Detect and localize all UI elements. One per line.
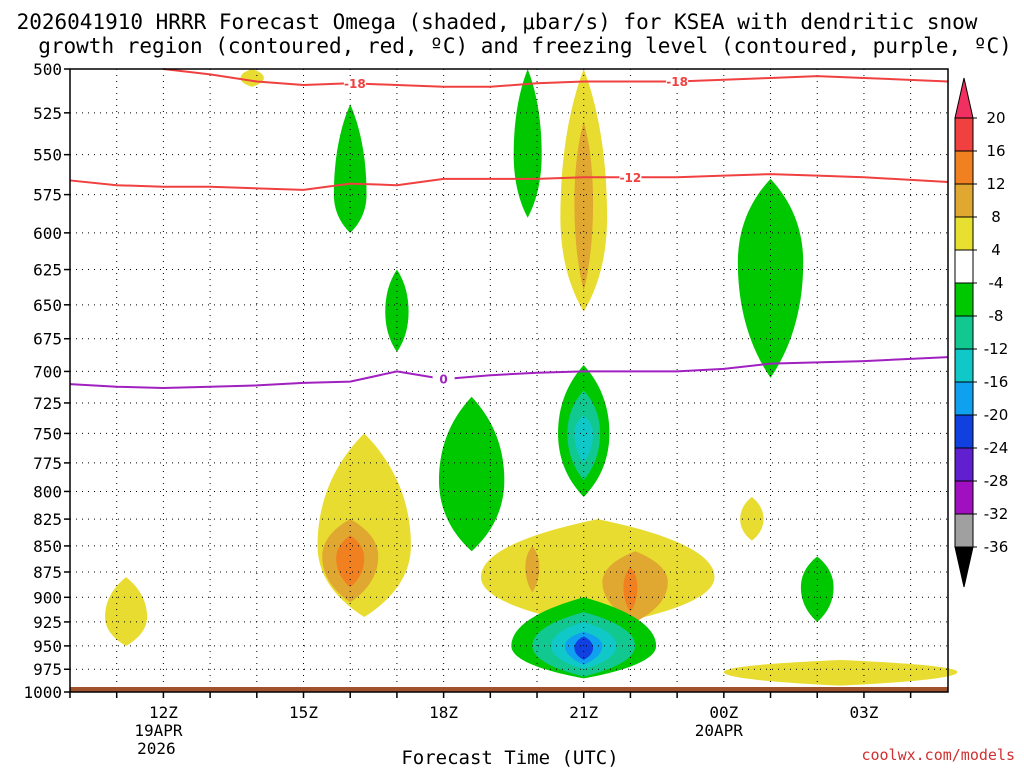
y-tick-label-825: 825 <box>33 510 62 529</box>
y-tick-label-625: 625 <box>33 261 62 280</box>
colorbar-label-8: 8 <box>991 208 1001 226</box>
colorbar-label--20: -20 <box>984 406 1009 424</box>
y-tick-label-775: 775 <box>33 454 62 473</box>
colorbar-swatch-12 <box>954 480 974 515</box>
x-tick-year-12Z: 2026 <box>137 739 176 758</box>
omega-region-2-level--4 <box>385 269 409 352</box>
y-tick-label-600: 600 <box>33 224 62 243</box>
y-tick-label-900: 900 <box>33 588 62 607</box>
x-tick-label-18Z: 18Z <box>429 703 458 722</box>
y-tick-label-800: 800 <box>33 482 62 501</box>
colorbar-swatch-2 <box>954 150 974 185</box>
colorbar-label-4: 4 <box>991 241 1001 259</box>
y-tick-label-975: 975 <box>33 660 62 679</box>
colorbar-label--4: -4 <box>989 274 1004 292</box>
x-tick-label-00Z: 00Z <box>709 703 738 722</box>
y-tick-label-575: 575 <box>33 186 62 205</box>
y-tick-label-525: 525 <box>33 104 62 123</box>
y-tick-label-875: 875 <box>33 563 62 582</box>
y-tick-label-950: 950 <box>33 637 62 656</box>
terrain-strip <box>70 687 948 692</box>
colorbar-swatch-3 <box>954 183 974 218</box>
y-tick-label-850: 850 <box>33 537 62 556</box>
omega-region-10-level--12 <box>574 415 594 463</box>
x-tick-date-12Z: 19APR <box>134 721 183 740</box>
colorbar-label-20: 20 <box>986 109 1005 127</box>
y-tick-label-550: 550 <box>33 146 62 165</box>
colorbar-label-16: 16 <box>986 142 1005 160</box>
y-tick-label-725: 725 <box>33 394 62 413</box>
colorbar-swatch-5 <box>954 249 974 284</box>
omega-region-26-level-4 <box>723 659 958 686</box>
dgz-minus-12-label-0: -12 <box>620 171 642 185</box>
x-tick-label-03Z: 03Z <box>849 703 878 722</box>
colorbar-bottom-arrow <box>954 546 974 588</box>
chart-title-line-1: 2026041910 HRRR Forecast Omega (shaded, … <box>17 10 978 34</box>
omega-shading-layer <box>105 69 958 686</box>
omega-region-25-level--4 <box>800 556 834 622</box>
y-tick-label-925: 925 <box>33 613 62 632</box>
colorbar-label--8: -8 <box>989 307 1004 325</box>
omega-region-14-level-4 <box>105 577 148 646</box>
omega-region-17-level-12 <box>623 566 638 613</box>
ground-layer <box>70 687 948 692</box>
colorbar-swatch-4 <box>954 216 974 251</box>
omega-region-6-level--4 <box>737 178 804 378</box>
colorbar-label--16: -16 <box>984 373 1009 391</box>
y-tick-label-675: 675 <box>33 330 62 349</box>
dgz-minus-18-label-0: -18 <box>344 77 366 91</box>
axis-layer: 500 525 550 575 600 625 650 675 700 725 750 775 800 8… <box>23 60 949 758</box>
grid-layer <box>69 69 948 692</box>
freezing-level-0-contour <box>69 356 949 389</box>
colorbar-label--12: -12 <box>984 340 1009 358</box>
colorbar: 20 16 12 8 4 -4 -8 -12 -16 -20 -24 -28 -32 -36 <box>954 77 1009 588</box>
dgz-minus-18-label-bg-1 <box>666 74 689 89</box>
omega-region-23-level--20 <box>574 636 594 660</box>
colorbar-swatch-8 <box>954 348 974 383</box>
dgz-minus-12-contour <box>69 173 949 191</box>
colorbar-label--36: -36 <box>984 538 1009 556</box>
freezing-level-0-label-0: 0 <box>439 373 447 387</box>
colorbar-top-arrow <box>954 77 974 119</box>
colorbar-swatch-9 <box>954 381 974 416</box>
y-tick-label-500: 500 <box>33 60 62 79</box>
omega-region-1-level--4 <box>333 104 367 233</box>
x-tick-date-00Z: 20APR <box>695 721 744 740</box>
omega-region-0-level-4 <box>240 69 264 87</box>
dgz-minus-18-label-bg-0 <box>343 76 366 91</box>
omega-region-24-level-4 <box>740 497 764 541</box>
x-tick-label-15Z: 15Z <box>289 703 318 722</box>
colorbar-swatch-13 <box>954 513 974 548</box>
x-axis-label: Forecast Time (UTC) <box>401 747 618 768</box>
credit-text: coolwx.com/models <box>861 746 1015 764</box>
y-tick-label-1000: 1000 <box>23 683 62 702</box>
freezing-level-0-label-bg-0 <box>432 372 455 387</box>
colorbar-swatch-10 <box>954 414 974 449</box>
contour-layer: -18 -18 -12 0 <box>69 68 949 389</box>
dgz-minus-18-label-1: -18 <box>666 75 688 89</box>
omega-region-5-level-8 <box>574 121 594 291</box>
colorbar-swatch-7 <box>954 315 974 350</box>
colorbar-label--32: -32 <box>984 505 1009 523</box>
x-tick-label-12Z: 12Z <box>149 703 178 722</box>
colorbar-swatch-1 <box>954 117 974 152</box>
dgz-minus-18-contour <box>163 68 949 88</box>
omega-region-7-level--4 <box>438 396 505 552</box>
omega-region-18-level-8 <box>525 545 540 593</box>
y-tick-label-750: 750 <box>33 424 62 443</box>
y-tick-label-650: 650 <box>33 296 62 315</box>
y-tick-label-700: 700 <box>33 362 62 381</box>
colorbar-label-12: 12 <box>986 175 1005 193</box>
x-tick-label-21Z: 21Z <box>569 703 598 722</box>
omega-region-3-level--4 <box>513 69 542 218</box>
chart-title-line-2: growth region (contoured, red, ºC) and f… <box>38 34 1012 58</box>
colorbar-label--24: -24 <box>984 439 1009 457</box>
colorbar-swatch-11 <box>954 447 974 482</box>
dgz-minus-12-label-bg-0 <box>619 170 642 185</box>
plot-frame <box>69 68 949 693</box>
colorbar-swatch-6 <box>954 282 974 317</box>
colorbar-label--28: -28 <box>984 472 1009 490</box>
